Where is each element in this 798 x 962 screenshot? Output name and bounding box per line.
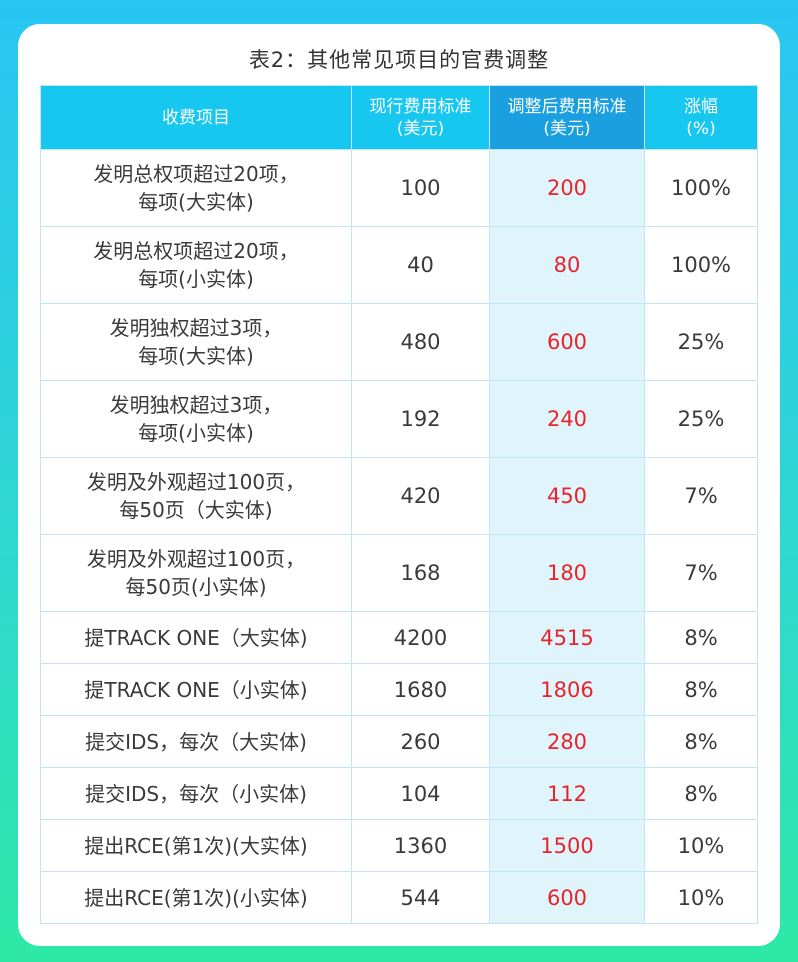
table-row: 发明总权项超过20项， 每项(大实体) 100 200 100% xyxy=(40,149,758,227)
item-cell: 发明及外观超过100页， 每50页（大实体) xyxy=(40,457,352,535)
adjusted-cell: 1806 xyxy=(489,663,645,716)
header-adjusted: 调整后费用标准 (美元) xyxy=(489,85,645,150)
item-cell: 发明总权项超过20项， 每项(小实体) xyxy=(40,226,352,304)
adjusted-cell: 600 xyxy=(489,871,645,924)
increase-cell: 25% xyxy=(644,380,758,458)
adjusted-cell: 240 xyxy=(489,380,645,458)
adjusted-cell: 180 xyxy=(489,534,645,612)
item-cell: 发明总权项超过20项， 每项(大实体) xyxy=(40,149,352,227)
current-cell: 260 xyxy=(351,715,490,768)
table-title: 表2：其他常见项目的官费调整 xyxy=(248,48,550,72)
increase-cell: 8% xyxy=(644,611,758,664)
item-cell: 提交IDS，每次（大实体) xyxy=(40,715,352,768)
current-cell: 4200 xyxy=(351,611,490,664)
header-item: 收费项目 xyxy=(40,85,352,150)
item-cell: 提出RCE(第1次)(小实体) xyxy=(40,871,352,924)
fee-table: 收费项目 现行费用标准 (美元) 调整后费用标准 (美元) 涨幅 (%) 发明总… xyxy=(40,85,758,924)
current-cell: 480 xyxy=(351,303,490,381)
table-row: 提交IDS，每次（小实体) 104 112 8% xyxy=(40,767,758,820)
item-cell: 发明独权超过3项， 每项(大实体) xyxy=(40,303,352,381)
increase-cell: 10% xyxy=(644,871,758,924)
increase-cell: 8% xyxy=(644,663,758,716)
increase-cell: 100% xyxy=(644,149,758,227)
table-row: 发明及外观超过100页， 每50页（大实体) 420 450 7% xyxy=(40,457,758,535)
adjusted-cell: 4515 xyxy=(489,611,645,664)
current-cell: 100 xyxy=(351,149,490,227)
current-cell: 1680 xyxy=(351,663,490,716)
header-increase: 涨幅 (%) xyxy=(644,85,758,150)
current-cell: 168 xyxy=(351,534,490,612)
current-cell: 1360 xyxy=(351,819,490,872)
increase-cell: 7% xyxy=(644,534,758,612)
table-row: 发明独权超过3项， 每项(大实体) 480 600 25% xyxy=(40,303,758,381)
table-row: 提TRACK ONE（小实体) 1680 1806 8% xyxy=(40,663,758,716)
current-cell: 192 xyxy=(351,380,490,458)
adjusted-cell: 112 xyxy=(489,767,645,820)
adjusted-cell: 450 xyxy=(489,457,645,535)
adjusted-cell: 280 xyxy=(489,715,645,768)
current-cell: 40 xyxy=(351,226,490,304)
table-row: 发明及外观超过100页， 每50页(小实体) 168 180 7% xyxy=(40,534,758,612)
table-row: 提TRACK ONE（大实体) 4200 4515 8% xyxy=(40,611,758,664)
table-card: 表2：其他常见项目的官费调整 收费项目 现行费用标准 (美元) 调整后费用标准 … xyxy=(18,24,780,946)
item-cell: 提出RCE(第1次)(大实体) xyxy=(40,819,352,872)
increase-cell: 8% xyxy=(644,767,758,820)
adjusted-cell: 1500 xyxy=(489,819,645,872)
increase-cell: 25% xyxy=(644,303,758,381)
table-row: 提交IDS，每次（大实体) 260 280 8% xyxy=(40,715,758,768)
adjusted-cell: 200 xyxy=(489,149,645,227)
increase-cell: 7% xyxy=(644,457,758,535)
current-cell: 544 xyxy=(351,871,490,924)
header-current: 现行费用标准 (美元) xyxy=(351,85,490,150)
increase-cell: 100% xyxy=(644,226,758,304)
item-cell: 提交IDS，每次（小实体) xyxy=(40,767,352,820)
item-cell: 发明独权超过3项， 每项(小实体) xyxy=(40,380,352,458)
table-row: 提出RCE(第1次)(小实体) 544 600 10% xyxy=(40,871,758,924)
adjusted-cell: 600 xyxy=(489,303,645,381)
adjusted-cell: 80 xyxy=(489,226,645,304)
current-cell: 420 xyxy=(351,457,490,535)
table-row: 发明总权项超过20项， 每项(小实体) 40 80 100% xyxy=(40,226,758,304)
item-cell: 提TRACK ONE（大实体) xyxy=(40,611,352,664)
item-cell: 提TRACK ONE（小实体) xyxy=(40,663,352,716)
current-cell: 104 xyxy=(351,767,490,820)
table-row: 提出RCE(第1次)(大实体) 1360 1500 10% xyxy=(40,819,758,872)
table-row: 发明独权超过3项， 每项(小实体) 192 240 25% xyxy=(40,380,758,458)
item-cell: 发明及外观超过100页， 每50页(小实体) xyxy=(40,534,352,612)
increase-cell: 10% xyxy=(644,819,758,872)
header-row: 收费项目 现行费用标准 (美元) 调整后费用标准 (美元) 涨幅 (%) xyxy=(40,85,758,150)
increase-cell: 8% xyxy=(644,715,758,768)
